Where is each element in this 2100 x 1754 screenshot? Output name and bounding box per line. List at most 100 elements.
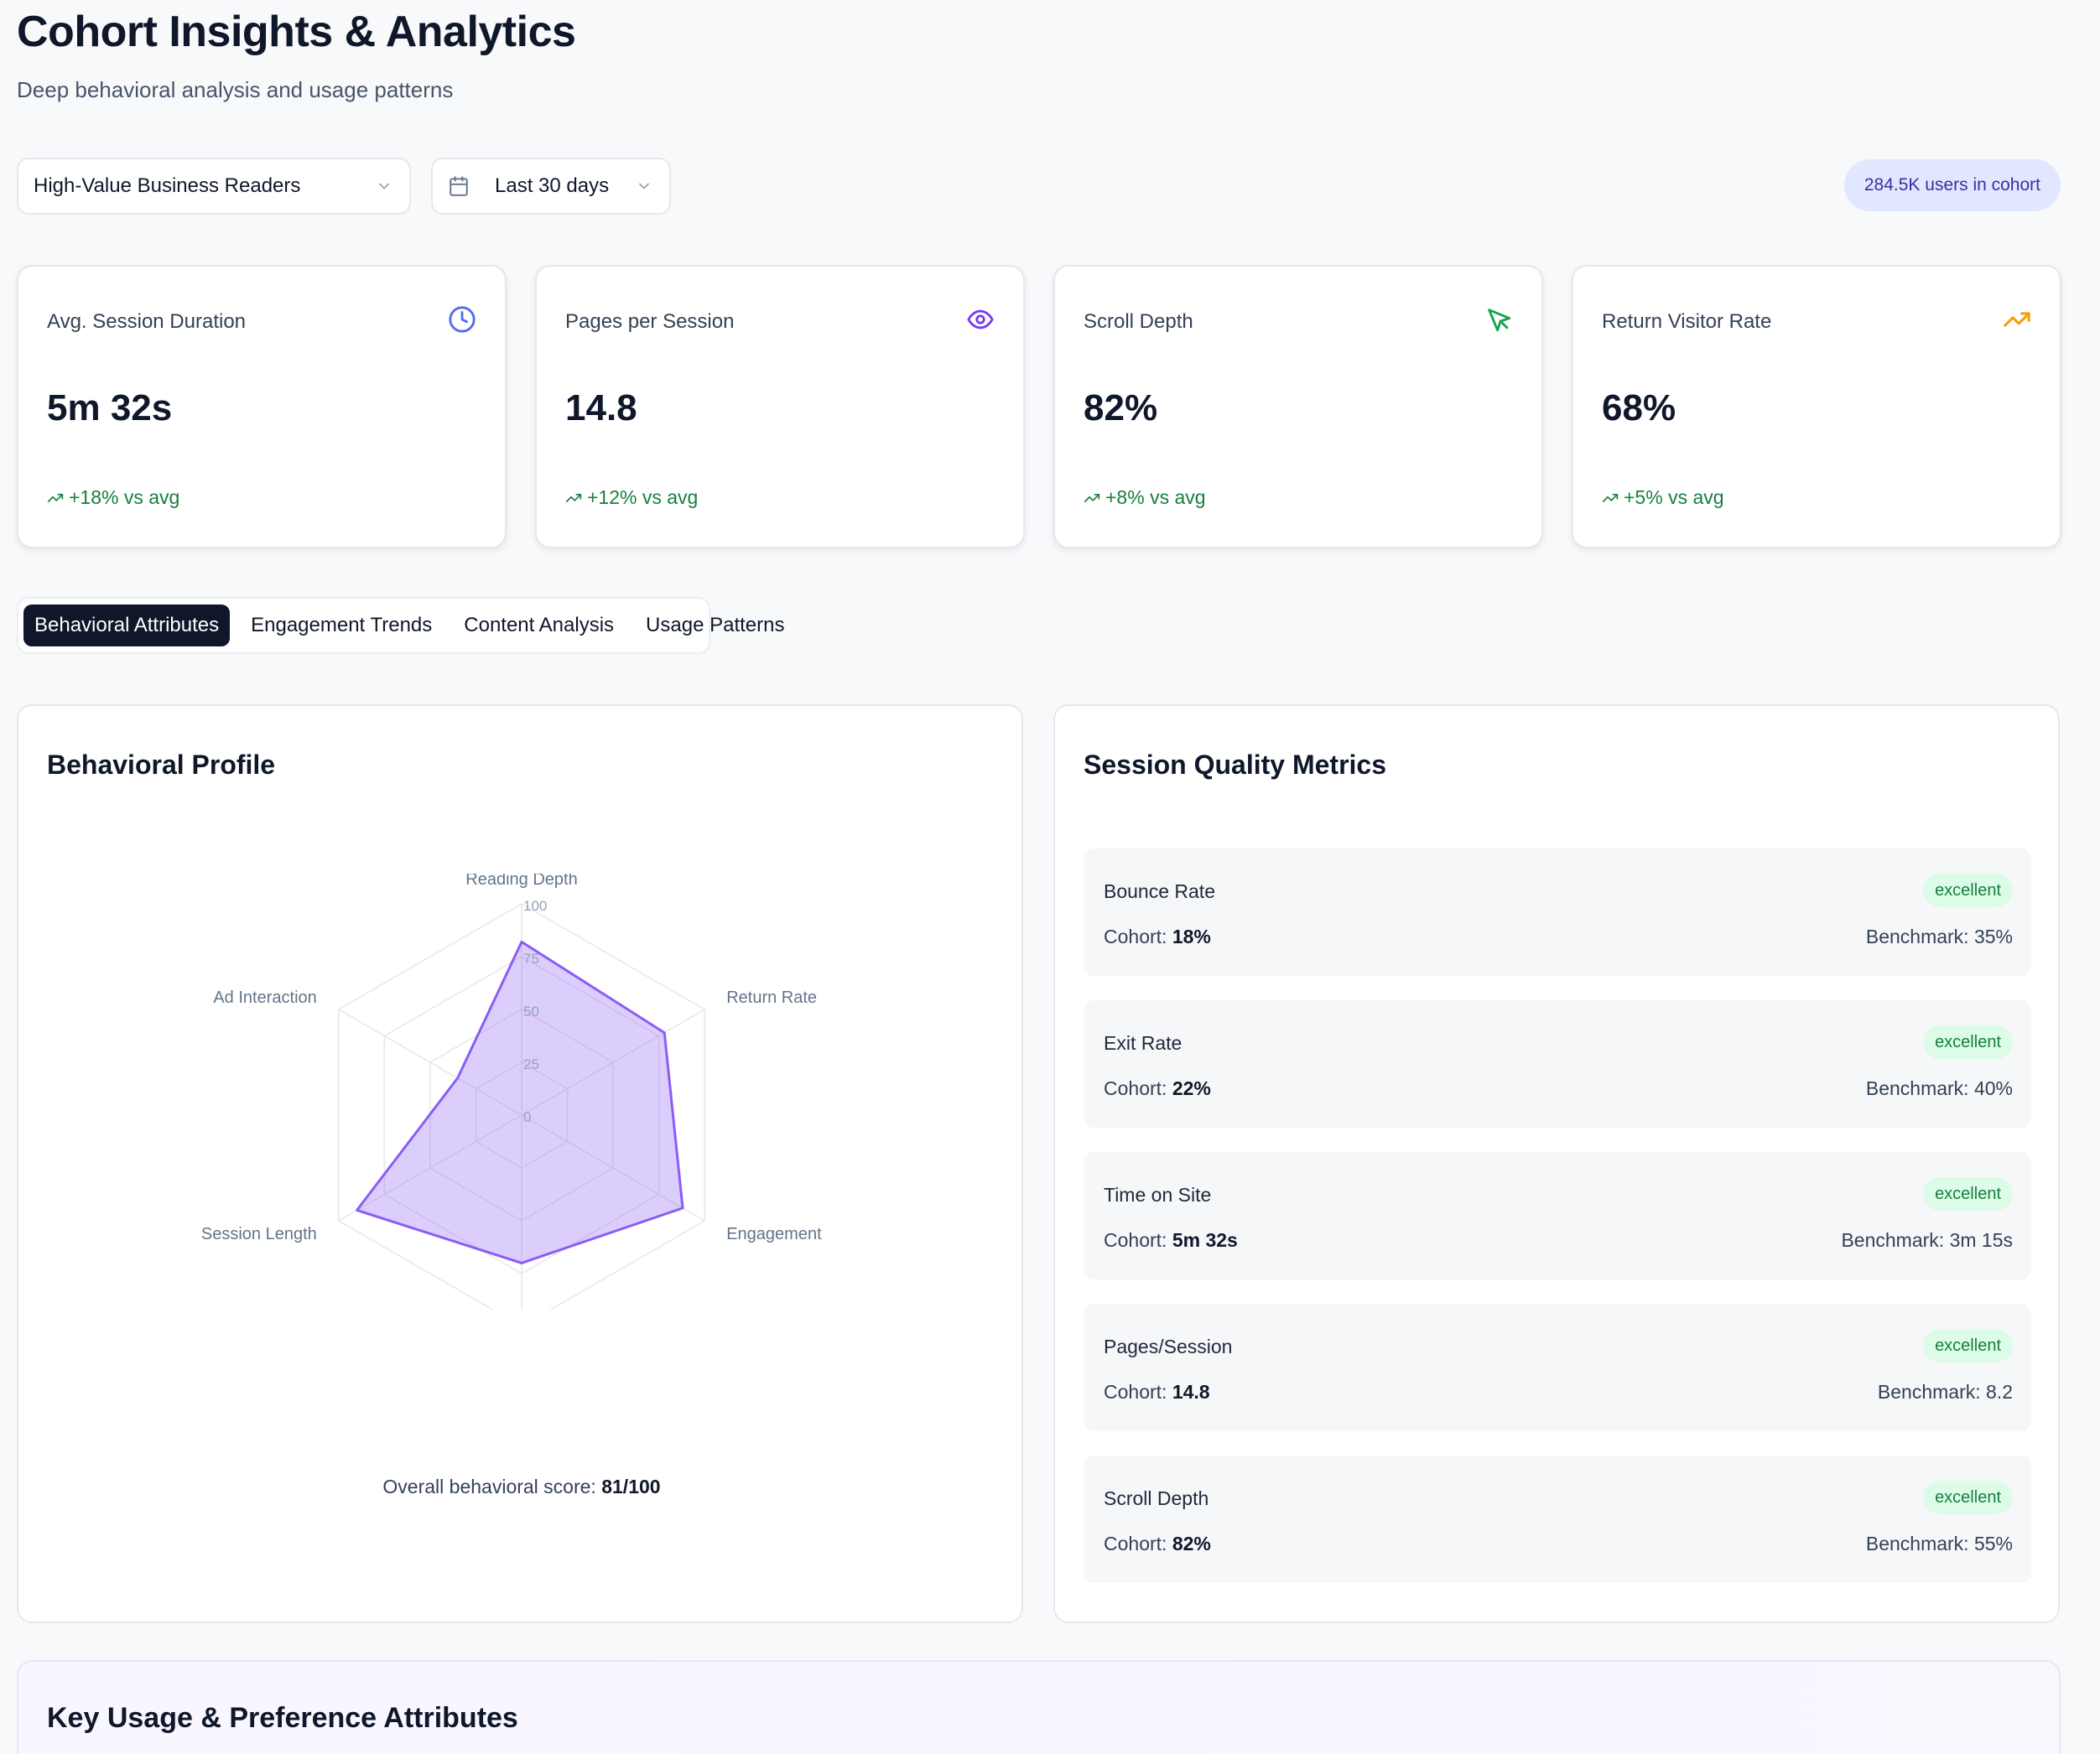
radar-tick-label: 75 — [523, 951, 539, 967]
cursor-pointer-icon — [1488, 309, 1511, 332]
radar-axis-label: Reading Depth — [465, 874, 577, 889]
cohort-prefix: Cohort: — [1104, 1229, 1172, 1251]
metric-cohort: Cohort: 22% — [1104, 1077, 1211, 1100]
kpi-label: Return Visitor Rate — [1602, 310, 1772, 333]
tab-usage-patterns[interactable]: Usage Patterns — [646, 614, 785, 636]
kpi-value: 14.8 — [565, 387, 637, 428]
status-badge: excellent — [1923, 1177, 2013, 1211]
metric-benchmark: Benchmark: 40% — [1865, 1077, 2013, 1099]
cohort-select-value: High-Value Business Readers — [34, 174, 301, 197]
radar-chart: 0 25 50 75 100 Reading Depth Return Rate Engage… — [201, 874, 822, 1310]
page-title: Cohort Insights & Analytics — [17, 8, 576, 56]
cohort-value: 18% — [1172, 926, 1211, 947]
metric-row-bounce-rate: Bounce Rate excellent Cohort: 18% Benchm… — [1084, 848, 2031, 976]
cohort-prefix: Cohort: — [1104, 926, 1172, 947]
metric-name: Pages/Session — [1104, 1336, 1233, 1357]
cohort-value: 22% — [1172, 1077, 1211, 1099]
metric-name: Exit Rate — [1104, 1032, 1183, 1054]
chevron-down-icon — [639, 183, 649, 189]
date-range-select[interactable]: Last 30 days — [431, 158, 671, 215]
radar-tick-label: 0 — [523, 1109, 531, 1125]
kpi-delta: +5% vs avg — [1602, 486, 1724, 509]
kpi-delta-text: +8% vs avg — [1105, 486, 1206, 508]
status-badge: excellent — [1923, 1329, 2013, 1362]
radar-axis-label: Return Rate — [726, 989, 817, 1007]
kpi-value: 5m 32s — [47, 387, 173, 428]
behavioral-profile-panel: Behavioral Profile 0 25 50 75 100 Reading Dep… — [17, 704, 1023, 1623]
metric-name: Time on Site — [1104, 1184, 1212, 1206]
metric-row-exit-rate: Exit Rate excellent Cohort: 22% Benchmar… — [1084, 1000, 2031, 1128]
cohort-value: 5m 32s — [1172, 1229, 1238, 1251]
calendar-icon — [450, 176, 468, 196]
tab-behavioral-attributes[interactable]: Behavioral Attributes — [23, 605, 231, 646]
status-badge: excellent — [1923, 1481, 2013, 1514]
kpi-card-session-duration: Avg. Session Duration 5m 32s +18% vs avg — [17, 265, 507, 548]
cohort-value: 14.8 — [1172, 1381, 1210, 1403]
panel-title: Session Quality Metrics — [1084, 750, 1387, 780]
panel-title: Key Usage & Preference Attributes — [47, 1702, 518, 1734]
metric-row-pages-session: Pages/Session excellent Cohort: 14.8 Ben… — [1084, 1304, 2031, 1431]
trending-up-icon — [1084, 493, 1100, 502]
radar-grid-spoke — [521, 1114, 705, 1222]
radar-grid-spoke — [521, 1009, 705, 1116]
radar-tick-label: 100 — [523, 898, 547, 914]
chevron-down-icon — [379, 183, 389, 189]
cohort-prefix: Cohort: — [1104, 1381, 1172, 1403]
page-subtitle: Deep behavioral analysis and usage patte… — [17, 77, 454, 102]
status-badge: excellent — [1923, 1025, 2013, 1059]
tab-content-analysis[interactable]: Content Analysis — [464, 614, 615, 636]
cohort-value: 82% — [1172, 1533, 1211, 1554]
tab-engagement-trends[interactable]: Engagement Trends — [251, 614, 433, 636]
tab-bar: Behavioral Attributes Engagement Trends … — [17, 597, 784, 654]
cohort-select[interactable]: High-Value Business Readers — [17, 158, 411, 215]
trending-up-icon — [565, 493, 582, 502]
kpi-value: 68% — [1602, 387, 1676, 428]
kpi-label: Avg. Session Duration — [47, 310, 247, 333]
kpi-card-pages-per-session: Pages per Session 14.8 +12% vs avg — [535, 265, 1025, 548]
key-attributes-panel: Key Usage & Preference Attributes — [17, 1660, 2061, 1754]
kpi-delta: +18% vs avg — [47, 486, 179, 509]
trending-up-icon — [2004, 312, 2030, 327]
kpi-value: 82% — [1084, 387, 1158, 428]
radar-series-area — [356, 940, 684, 1264]
metric-cohort: Cohort: 18% — [1104, 926, 1211, 948]
kpi-label: Scroll Depth — [1084, 310, 1193, 333]
metric-benchmark: Benchmark: 35% — [1865, 926, 2013, 947]
radar-axis-label: Engagement — [726, 1225, 822, 1243]
metric-row-time-on-site: Time on Site excellent Cohort: 5m 32s Be… — [1084, 1152, 2031, 1279]
eye-icon — [967, 309, 994, 330]
radar-grid-spoke — [338, 1009, 522, 1116]
kpi-delta-text: +5% vs avg — [1624, 486, 1724, 508]
cohort-prefix: Cohort: — [1104, 1077, 1172, 1099]
kpi-label: Pages per Session — [565, 310, 735, 333]
metric-benchmark: Benchmark: 55% — [1865, 1533, 2013, 1554]
overall-score-value: 81/100 — [601, 1476, 661, 1497]
kpi-delta-text: +18% vs avg — [69, 486, 180, 508]
metric-name: Bounce Rate — [1104, 880, 1215, 902]
trending-up-icon — [1602, 493, 1619, 502]
radar-axis-label: Session Length — [201, 1225, 317, 1243]
clock-icon — [449, 306, 476, 333]
panel-title: Behavioral Profile — [47, 750, 276, 780]
metric-name: Scroll Depth — [1104, 1487, 1209, 1509]
metric-cohort: Cohort: 14.8 — [1104, 1381, 1210, 1404]
radar-tick-label: 50 — [523, 1004, 539, 1020]
metric-benchmark: Benchmark: 8.2 — [1877, 1381, 2013, 1403]
metric-row-scroll-depth: Scroll Depth excellent Cohort: 82% Bench… — [1084, 1456, 2031, 1583]
radar-tick-label: 25 — [523, 1056, 539, 1072]
session-quality-panel: Session Quality Metrics Bounce Rate exce… — [1053, 704, 2060, 1623]
cohort-prefix: Cohort: — [1104, 1533, 1172, 1554]
date-range-value: Last 30 days — [495, 174, 610, 197]
cohort-size-badge: 284.5K users in cohort — [1843, 159, 2061, 211]
kpi-delta: +8% vs avg — [1084, 486, 1206, 509]
kpi-card-scroll-depth: Scroll Depth 82% +8% vs avg — [1053, 265, 1543, 548]
trending-up-icon — [47, 493, 64, 502]
status-badge: excellent — [1923, 874, 2013, 907]
metric-cohort: Cohort: 82% — [1104, 1533, 1211, 1555]
radar-axis-label: Ad Interaction — [213, 989, 316, 1007]
metric-cohort: Cohort: 5m 32s — [1104, 1229, 1238, 1252]
kpi-delta: +12% vs avg — [565, 486, 698, 509]
metric-benchmark: Benchmark: 3m 15s — [1841, 1229, 2013, 1251]
overall-score-label: Overall behavioral score: — [382, 1476, 596, 1497]
kpi-delta-text: +12% vs avg — [587, 486, 699, 508]
